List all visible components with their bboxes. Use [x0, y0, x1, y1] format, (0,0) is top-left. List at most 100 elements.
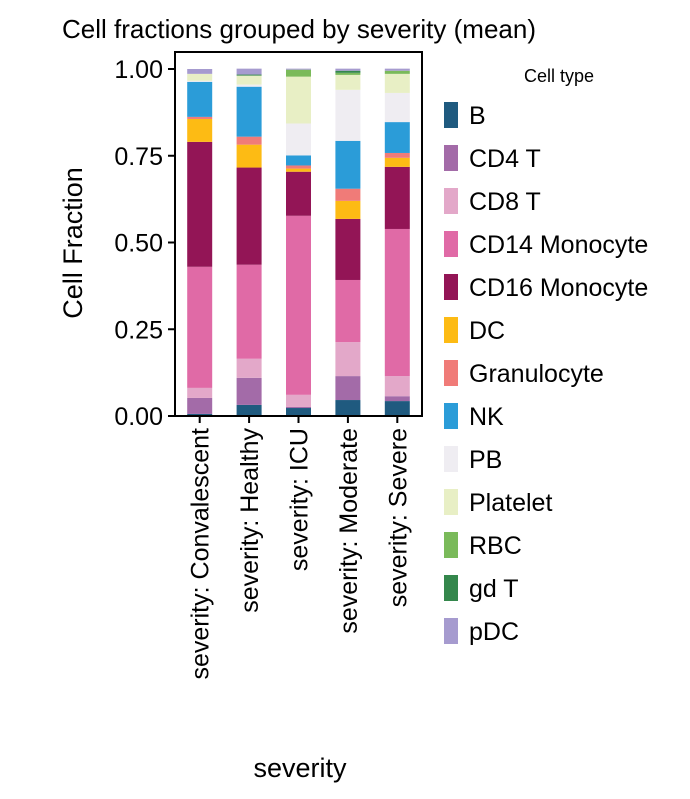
y-tick-label: 1.00: [114, 56, 163, 84]
bar-segment-granulocyte-1: [236, 136, 262, 145]
bar-segment-pb-2: [286, 123, 311, 156]
legend-label: PB: [469, 446, 502, 474]
bar-segment-b-3: [335, 400, 361, 416]
bar-segment-nk-1: [236, 86, 262, 137]
legend-label: NK: [469, 403, 504, 431]
y-tick-label: 0.00: [114, 403, 163, 431]
legend-swatch-cd14-monocyte: [444, 231, 458, 257]
bar-segment-rbc-2: [286, 69, 311, 77]
legend-swatch-dc: [444, 317, 458, 343]
bar-segment-cd8-t-1: [236, 358, 262, 378]
bar-segment-cd8-t-2: [286, 394, 311, 407]
bar-segment-dc-2: [286, 168, 311, 172]
bar-segment-pb-3: [335, 89, 361, 141]
legend: B CD4 T CD8 T CD14 Monocyte CD16 Monocyte DC G…: [444, 102, 648, 646]
legend-swatch-gd-t: [444, 575, 458, 601]
legend-label: RBC: [469, 532, 522, 560]
y-tick-label: 0.25: [114, 316, 163, 344]
bar-segment-pdc-1: [236, 68, 262, 75]
legend-swatch-cd16-monocyte: [444, 274, 458, 300]
bar-segment-cd14-monocyte-3: [335, 279, 361, 343]
chart-title: Cell fractions grouped by severity (mean…: [62, 14, 536, 44]
x-axis-label: severity: [253, 753, 347, 783]
bar-segment-cd16-monocyte-4: [384, 166, 410, 229]
bars-group: [187, 68, 410, 416]
bar-segment-rbc-4: [384, 70, 410, 74]
bar-segment-pdc-3: [335, 68, 361, 71]
bar-segment-dc-0: [187, 118, 213, 142]
bar-segment-dc-1: [236, 144, 262, 168]
legend-swatch-rbc: [444, 532, 458, 558]
bar-segment-cd4-t-3: [335, 376, 361, 401]
bar-segment-pdc-4: [384, 68, 410, 71]
bar-segment-b-4: [384, 401, 410, 416]
bar-segment-platelet-2: [286, 76, 311, 124]
legend-swatch-cd8-t: [444, 188, 458, 214]
bar-segment-pb-1: [236, 84, 262, 87]
bar-segment-cd8-t-3: [335, 342, 361, 377]
y-tick-label: 0.75: [114, 143, 163, 171]
bar-segment-cd4-t-2: [286, 406, 311, 409]
bar-segment-cd14-monocyte-4: [384, 228, 410, 377]
legend-label: gd T: [469, 575, 519, 603]
legend-swatch-granulocyte: [444, 360, 458, 386]
bar-segment-cd14-monocyte-1: [236, 264, 262, 359]
bar-segment-gd-t-3: [335, 70, 361, 73]
bar-segment-cd4-t-0: [187, 397, 213, 414]
bar-segment-b-2: [286, 408, 311, 416]
bar-segment-granulocyte-0: [187, 116, 213, 119]
legend-label: Granulocyte: [469, 360, 604, 388]
bar-segment-platelet-1: [236, 75, 262, 85]
y-tick-label: 0.50: [114, 230, 163, 258]
bar-segment-pdc-2: [286, 68, 311, 70]
bar-segment-nk-3: [335, 140, 361, 189]
bar-segment-nk-0: [187, 81, 213, 117]
axes-group: 0.00 0.25 0.50 0.75 1.00 severity: Convalesce…: [114, 51, 423, 680]
bar-segment-cd4-t-1: [236, 377, 262, 405]
bar-segment-cd14-monocyte-0: [187, 266, 213, 388]
legend-label: CD16 Monocyte: [469, 274, 648, 302]
bar-segment-b-1: [236, 404, 262, 416]
x-tick-label: severity: Convalescent: [187, 428, 215, 680]
bar-segment-pb-0: [187, 80, 213, 82]
bar-segment-pdc-0: [187, 69, 213, 74]
x-tick-label: severity: Healthy: [236, 428, 264, 613]
bar-segment-platelet-0: [187, 73, 213, 81]
bar-segment-dc-3: [335, 200, 361, 219]
legend-label: CD8 T: [469, 188, 541, 216]
bar-segment-cd8-t-4: [384, 376, 410, 397]
bar-segment-granulocyte-3: [335, 188, 361, 201]
bar-segment-cd8-t-0: [187, 387, 213, 398]
legend-title: Cell type: [524, 66, 594, 86]
bar-segment-cd16-monocyte-0: [187, 141, 213, 267]
legend-label: B: [469, 102, 486, 130]
bar-segment-granulocyte-2: [286, 165, 311, 169]
legend-label: CD4 T: [469, 145, 541, 173]
bar-segment-cd16-monocyte-1: [236, 167, 262, 265]
bar-segment-cd16-monocyte-2: [286, 171, 311, 216]
legend-swatch-nk: [444, 403, 458, 429]
bar-segment-rbc-3: [335, 72, 361, 75]
legend-swatch-cd4-t: [444, 145, 458, 171]
bar-segment-nk-2: [286, 155, 311, 166]
bar-segment-b-0: [187, 413, 213, 416]
legend-swatch-pdc: [444, 618, 458, 644]
legend-swatch-b: [444, 102, 458, 128]
x-tick-label: severity: Moderate: [335, 428, 363, 634]
bar-segment-cd16-monocyte-3: [335, 218, 361, 280]
legend-label: CD14 Monocyte: [469, 231, 648, 259]
bar-segment-pb-4: [384, 92, 410, 123]
bar-segment-granulocyte-4: [384, 152, 410, 158]
bar-segment-gd-t-1: [236, 74, 262, 76]
legend-label: pDC: [469, 618, 519, 646]
legend-label: DC: [469, 317, 505, 345]
x-tick-label: severity: Severe: [384, 428, 412, 607]
bar-segment-cd14-monocyte-2: [286, 215, 311, 395]
bar-segment-dc-4: [384, 157, 410, 167]
bar-segment-platelet-4: [384, 73, 410, 93]
x-tick-label: severity: ICU: [286, 428, 314, 571]
y-axis-label: Cell Fraction: [58, 167, 88, 319]
bar-segment-platelet-3: [335, 74, 361, 90]
legend-swatch-platelet: [444, 489, 458, 515]
